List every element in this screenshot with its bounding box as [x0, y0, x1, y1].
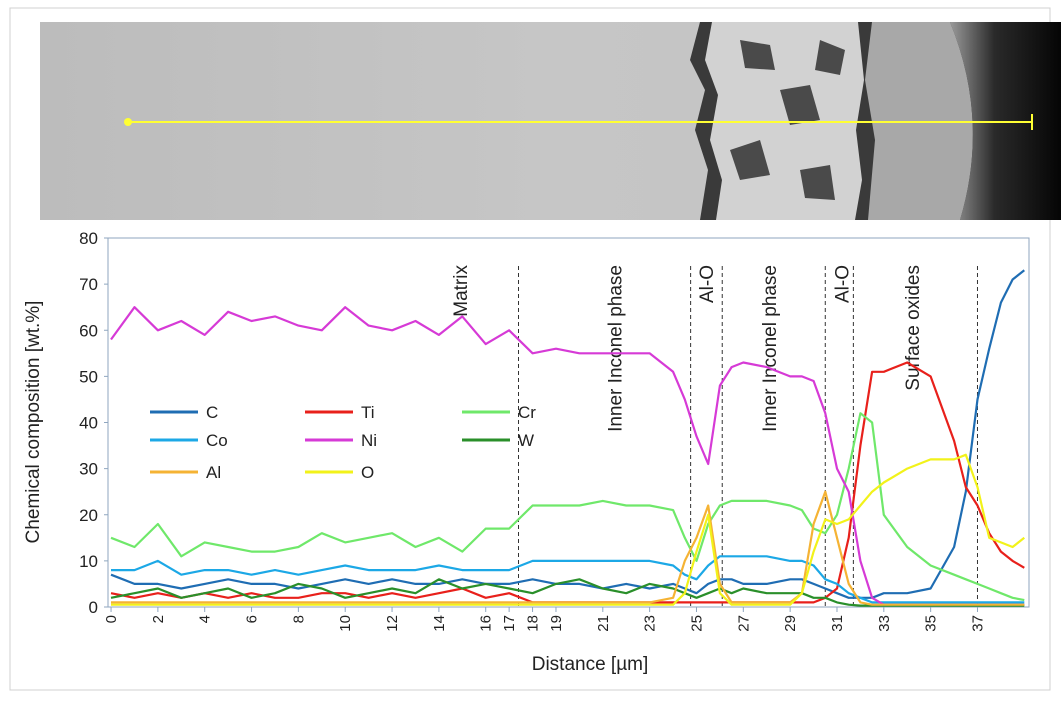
legend-label: O: [361, 463, 374, 482]
y-tick-label: 50: [79, 367, 98, 386]
x-tick-label: 10: [337, 615, 354, 632]
x-tick-label: 37: [969, 615, 986, 632]
x-tick-label: 2: [150, 615, 167, 623]
legend-label: Ti: [361, 403, 375, 422]
y-tick-label: 20: [79, 506, 98, 525]
y-tick-label: 30: [79, 460, 98, 479]
y-axis-label: Chemical composition [wt.%]: [23, 301, 44, 544]
y-tick-label: 10: [79, 552, 98, 571]
y-tick-label: 40: [79, 414, 98, 433]
legend-label: C: [206, 403, 218, 422]
legend-label: Al: [206, 463, 221, 482]
legend-label: W: [518, 431, 534, 450]
series-line: [110, 361, 1025, 604]
x-tick-label: 33: [876, 615, 893, 632]
x-tick-label: 16: [478, 615, 495, 632]
legend-label: Co: [206, 431, 228, 450]
region-label: Al-O: [833, 265, 854, 303]
series-line: [111, 490, 1025, 606]
legend-label: Ni: [361, 431, 377, 450]
sem-image: [40, 22, 1061, 220]
series-line: [110, 269, 1025, 599]
x-tick-label: 29: [782, 615, 799, 632]
x-tick-label: 25: [688, 615, 705, 632]
series-line: [111, 453, 1025, 606]
x-tick-label: 8: [290, 615, 307, 623]
x-tick-label: 18: [525, 615, 542, 632]
x-tick-label: 27: [735, 615, 752, 632]
region-label: Surface oxides: [903, 265, 924, 391]
y-tick-label: 60: [79, 321, 98, 340]
x-tick-label: 21: [595, 615, 612, 632]
x-tick-label: 6: [244, 615, 261, 623]
x-axis-label: Distance [µm]: [532, 654, 649, 675]
x-tick-label: 12: [384, 615, 401, 632]
x-tick-label: 19: [548, 615, 565, 632]
region-label: Inner Inconel phase: [606, 265, 627, 432]
x-tick-label: 14: [431, 615, 448, 632]
y-tick-label: 70: [79, 275, 98, 294]
x-tick-label: 0: [103, 615, 120, 623]
series-line: [111, 555, 1025, 604]
region-label: Al-O: [697, 265, 718, 303]
legend-label: Cr: [518, 403, 536, 422]
y-tick-label: 80: [79, 229, 98, 248]
x-tick-label: 35: [923, 615, 940, 632]
region-label: Matrix: [451, 265, 472, 317]
x-tick-label: 17: [501, 615, 518, 632]
y-tick-label: 0: [89, 598, 98, 617]
x-tick-label: 4: [197, 615, 214, 623]
region-label: Inner Inconel phase: [760, 265, 781, 432]
series-line: [110, 412, 1025, 602]
x-tick-label: 31: [829, 615, 846, 632]
x-tick-label: 23: [642, 615, 659, 632]
